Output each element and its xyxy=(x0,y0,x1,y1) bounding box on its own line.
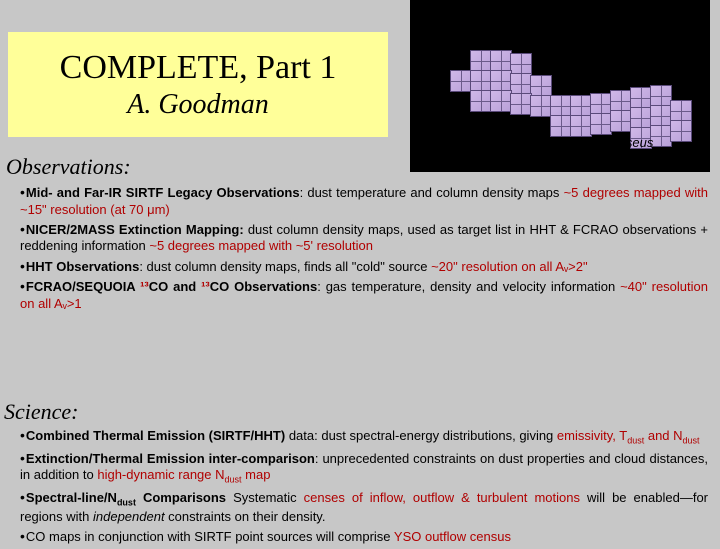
scale-label: 5 degrees (~tens of pc) xyxy=(430,9,690,24)
obs-bullet-1: Mid- and Far-IR SIRTF Legacy Observation… xyxy=(20,184,708,218)
sci-bullet-1: Combined Thermal Emission (SIRTF/HHT) da… xyxy=(20,427,708,447)
title-line1: COMPLETE, Part 1 xyxy=(60,49,337,87)
obs-bullet-2: NICER/2MASS Extinction Mapping: dust col… xyxy=(20,221,708,255)
observations-content: Mid- and Far-IR SIRTF Legacy Observation… xyxy=(20,184,708,315)
obs-bullet-4: FCRAO/SEQUOIA ¹³CO and ¹³CO Observations… xyxy=(20,278,708,312)
sci-bullet-2: Extinction/Thermal Emission inter-compar… xyxy=(20,450,708,486)
sirtf-grid xyxy=(430,45,690,145)
science-heading: Science: xyxy=(4,399,79,425)
sci-bullet-3: Spectral-line/Ndust Comparisons Systemat… xyxy=(20,489,708,525)
science-content: Combined Thermal Emission (SIRTF/HHT) da… xyxy=(20,427,708,549)
observations-heading: Observations: xyxy=(6,154,131,180)
title-line2: A. Goodman xyxy=(127,89,269,121)
obs-bullet-3: HHT Observations: dust column density ma… xyxy=(20,258,708,276)
sirtf-caption: SIRTF Legacy Coverage of Perseus xyxy=(445,135,653,151)
sci-bullet-4: CO maps in conjunction with SIRTF point … xyxy=(20,528,708,546)
title-box: COMPLETE, Part 1 A. Goodman xyxy=(8,32,388,137)
